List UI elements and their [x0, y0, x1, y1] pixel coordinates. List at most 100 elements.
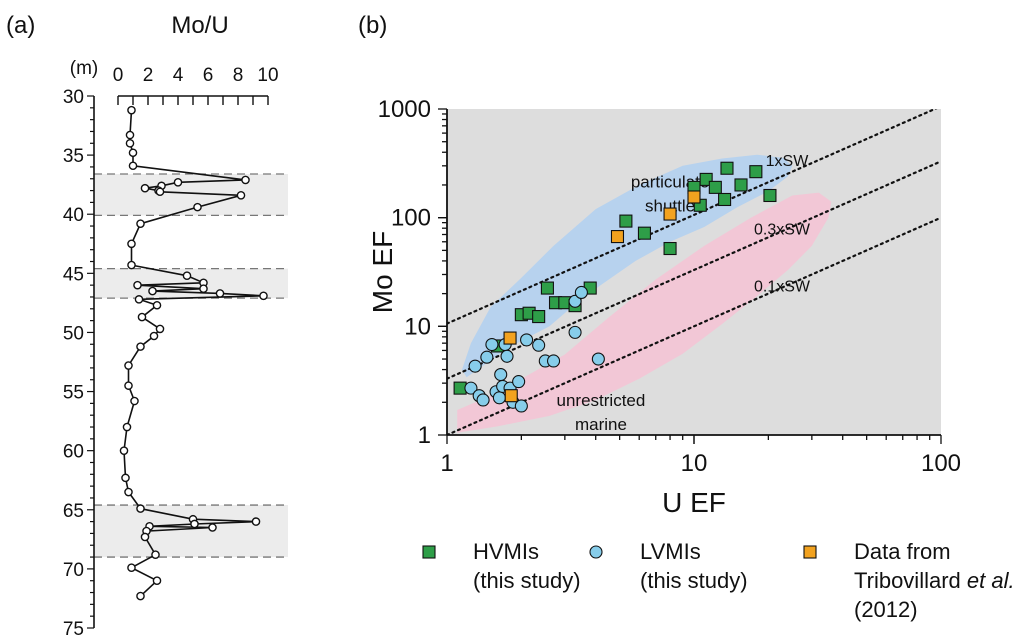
profile-point: [215, 289, 225, 298]
legend-marker-1: [589, 545, 603, 559]
scatter-point-series-1: [464, 381, 478, 395]
profile-point: [128, 161, 138, 171]
y-tick-label: 70: [63, 560, 84, 581]
scatter-point-series-0: [663, 241, 677, 256]
profile-point: [182, 271, 192, 280]
profile-point: [149, 331, 159, 341]
scatter-point-series-0: [453, 381, 467, 395]
scatter-point-series-0: [734, 178, 748, 192]
panel-a-title: Mo/U: [171, 12, 228, 39]
profile-point: [124, 381, 133, 390]
panel-b-axes: 1 10 100 1 10 100 1000: [378, 96, 961, 477]
scatter-point-series-0: [720, 161, 734, 175]
scatter-point-series-1: [574, 285, 588, 300]
scatter-point-series-1: [500, 349, 514, 363]
scatter-point-series-0: [637, 226, 651, 240]
panel-a-depth-profile: (a) Mo/U (m) 0 2 4 6 8 10 30 35 40 45 50 55 60 65 70 75: [6, 12, 288, 640]
x-tick-label: 1: [440, 450, 453, 477]
shaded-interval-2: [94, 505, 288, 558]
scatter-point-series-1: [485, 337, 499, 352]
scatter-points: [453, 161, 777, 413]
reference-line-2: [447, 216, 941, 435]
y-tick-label: 60: [63, 442, 84, 463]
profile-point: [125, 138, 135, 148]
profile-point: [173, 178, 183, 187]
y-tick-label: 75: [63, 619, 84, 640]
legend-entry-2: Data from: [854, 539, 951, 564]
scatter-point-series-0: [708, 180, 722, 194]
x-tick-label: 100: [921, 450, 961, 477]
profile-point: [124, 361, 133, 370]
legend-entry-2: (2012): [854, 597, 918, 622]
legend-entry-0: HVMIs: [473, 539, 539, 564]
profile-point: [148, 286, 157, 296]
profile-point: [128, 148, 138, 158]
profile-point: [136, 219, 145, 228]
scatter-point-series-0: [749, 165, 763, 179]
y-tick-label: 55: [63, 383, 84, 404]
scatter-point-series-2: [503, 331, 517, 345]
reference-line-label-2: 0.1xSW: [754, 278, 811, 295]
x-tick-label: 6: [203, 65, 214, 86]
y-tick-label: 65: [63, 501, 84, 522]
x-tick-label: 2: [143, 65, 154, 86]
panel-b-crossplot: (b) particulateshuttleunrestrictedmarine…: [358, 12, 1015, 622]
profile-point: [127, 239, 136, 249]
y-tick-label: 10: [404, 313, 431, 340]
profile-point: [137, 312, 147, 322]
profile-point: [241, 175, 250, 185]
profile-point: [124, 487, 133, 497]
profile-point: [130, 396, 139, 406]
profile-point: [208, 523, 217, 532]
scatter-point-series-1: [512, 375, 526, 389]
y-tick-label: 30: [63, 87, 84, 108]
scatter-point-series-1: [468, 359, 482, 373]
y-tick-label: 50: [63, 323, 84, 344]
profile-point: [125, 130, 135, 140]
profile-point: [122, 422, 132, 432]
profile-point: [152, 576, 162, 586]
scatter-point-series-1: [532, 338, 546, 352]
series-2: [503, 190, 701, 403]
profile-point: [155, 187, 165, 197]
y-tick-label: 1: [418, 422, 431, 449]
profile-point: [140, 183, 150, 193]
profile-point: [193, 202, 202, 212]
scatter-point-series-1: [514, 399, 528, 413]
legend-marker-2: [803, 545, 817, 559]
scatter-point-series-2: [663, 207, 677, 221]
x-tick-label: 4: [173, 65, 184, 86]
scatter-point-series-2: [687, 190, 701, 204]
scatter-point-series-2: [504, 389, 518, 403]
profile-point: [251, 517, 261, 526]
x-tick-label: 10: [257, 65, 278, 86]
profile-point: [134, 295, 144, 304]
profile-point: [136, 591, 145, 601]
profile-point: [152, 300, 162, 310]
scatter-point-series-1: [494, 367, 508, 382]
legend-entry-2: Tribovillard et al.: [854, 568, 1015, 593]
scatter-point-series-0: [619, 214, 633, 228]
y-tick-label: 35: [63, 146, 84, 167]
scatter-point-series-1: [546, 354, 561, 368]
profile-point: [140, 532, 150, 542]
legend: HVMIs (this study) LVMIs (this study) Data f…: [422, 539, 1015, 622]
field-region-label-1: marine: [575, 415, 627, 434]
scatter-point-series-1: [476, 393, 490, 407]
panel-b-label: (b): [358, 12, 387, 39]
scatter-point-series-1: [480, 350, 494, 364]
profile-point: [133, 280, 142, 290]
mo-u-profile-points: [119, 105, 268, 601]
scatter-point-series-0: [763, 188, 777, 203]
legend-entry-0: (this study): [473, 568, 581, 593]
profile-point: [136, 342, 145, 351]
panel-a-label: (a): [6, 12, 35, 39]
field-region-1: [457, 192, 832, 433]
scatter-point-series-0: [540, 281, 554, 295]
series-1: [464, 285, 605, 413]
reference-line-label-0: 1xSW: [766, 153, 810, 170]
reference-line-0: [447, 109, 938, 325]
profile-point: [199, 284, 208, 294]
